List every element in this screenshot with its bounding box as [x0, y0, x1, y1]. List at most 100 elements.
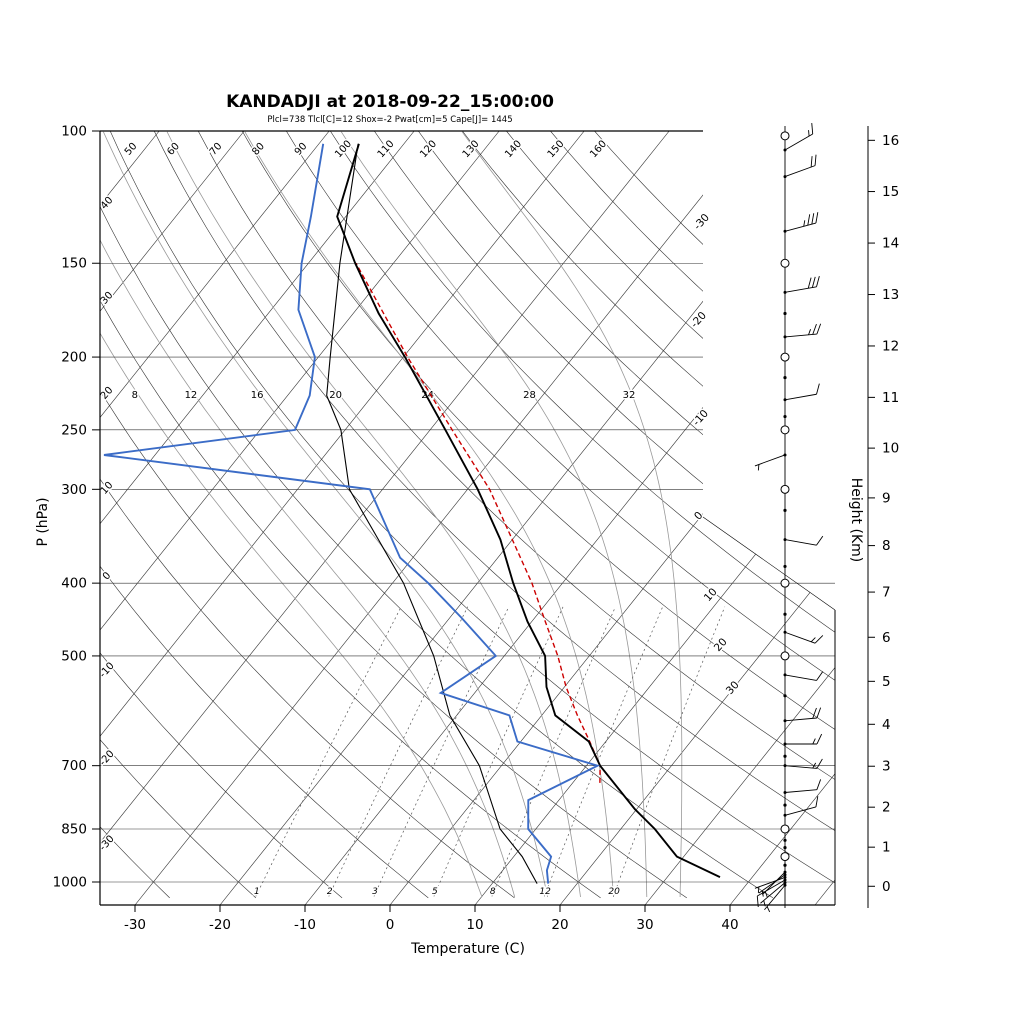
svg-text:15: 15	[882, 184, 899, 200]
chart-params-line: Plcl=738 Tlcl[C]=12 Shox=-2 Pwat[cm]=5 C…	[267, 115, 512, 125]
svg-text:5: 5	[432, 887, 438, 897]
svg-text:10: 10	[99, 480, 116, 497]
isotherm-line	[644, 131, 835, 905]
calm-wind-circle	[780, 651, 790, 661]
dry-adiabat-line	[241, 131, 835, 899]
wind-level-dot	[783, 754, 787, 758]
svg-text:850: 850	[61, 821, 87, 837]
isotherm-line	[814, 131, 835, 905]
dry-adiabat-line	[330, 131, 835, 899]
svg-text:2: 2	[327, 887, 333, 897]
isotherm-line	[100, 131, 500, 905]
dry-adiabat-line	[100, 131, 687, 899]
svg-text:20: 20	[329, 390, 342, 401]
svg-text:13: 13	[882, 287, 899, 303]
dry-adiabat-line	[100, 131, 170, 899]
svg-text:300: 300	[61, 482, 87, 498]
svg-text:6: 6	[882, 630, 891, 646]
svg-text:20: 20	[712, 636, 730, 654]
svg-text:1000: 1000	[53, 875, 87, 891]
wetbulb-profile	[326, 143, 538, 884]
moist-adiabat-line	[244, 131, 614, 898]
wind-barbs	[754, 123, 824, 913]
isotherm-line	[100, 131, 585, 905]
svg-text:2: 2	[882, 800, 891, 816]
svg-text:8: 8	[490, 887, 496, 897]
dry-adiabat-line	[100, 131, 774, 899]
isotherm-line	[729, 131, 835, 905]
isotherm-line	[100, 131, 330, 905]
isotherm-line	[100, 131, 415, 905]
svg-text:3: 3	[372, 887, 378, 897]
svg-text:12: 12	[185, 390, 198, 401]
wind-level-dot	[783, 694, 787, 698]
isotherm-line	[900, 131, 1024, 905]
dry-adiabat-line	[462, 131, 835, 899]
mixing-ratio-line	[491, 606, 616, 897]
svg-text:-20: -20	[689, 310, 709, 331]
svg-text:8: 8	[882, 538, 891, 554]
svg-text:-30: -30	[692, 212, 712, 233]
background-grid	[100, 131, 1024, 905]
svg-text:250: 250	[61, 422, 87, 438]
calm-wind-circle	[780, 425, 790, 435]
mixing-ratio-line	[612, 606, 726, 897]
svg-text:10: 10	[702, 586, 720, 604]
svg-text:400: 400	[61, 576, 87, 592]
mixing-ratio-line	[255, 606, 402, 897]
svg-text:10: 10	[466, 917, 483, 933]
svg-text:0: 0	[882, 879, 891, 895]
svg-text:700: 700	[61, 758, 87, 774]
svg-text:500: 500	[61, 648, 87, 664]
wind-level-dot	[783, 846, 787, 850]
svg-text:100: 100	[61, 124, 87, 140]
chart-title: KANDADJI at 2018-09-22_15:00:00	[226, 92, 554, 112]
calm-wind-circle	[780, 824, 790, 834]
dry-adiabat-line	[197, 131, 835, 899]
calm-wind-circle	[780, 852, 790, 862]
svg-text:7: 7	[882, 585, 891, 601]
svg-text:-10: -10	[294, 917, 316, 933]
wind-level-dot	[783, 863, 787, 867]
svg-text:120: 120	[418, 139, 439, 161]
mixing-ratio-line	[328, 606, 469, 897]
dry-adiabat-line	[506, 131, 835, 899]
dry-adiabat-line	[286, 131, 835, 899]
calm-wind-circle	[780, 352, 790, 362]
dry-adiabat-line	[100, 131, 429, 899]
mixing-ratio-line	[373, 606, 510, 897]
svg-text:20: 20	[99, 385, 116, 402]
svg-text:-10: -10	[691, 408, 711, 429]
dry-adiabat-line	[550, 131, 835, 899]
svg-text:-30: -30	[124, 917, 146, 933]
isotherm-line	[389, 131, 835, 905]
svg-text:11: 11	[882, 390, 899, 406]
dry-adiabat-line	[418, 131, 835, 899]
wind-level-dot	[783, 838, 787, 842]
mixing-ratio-line	[543, 606, 664, 897]
svg-text:0: 0	[386, 917, 395, 933]
wind-level-dot	[783, 376, 787, 380]
svg-text:32: 32	[623, 390, 636, 401]
dry-adiabat-line	[100, 131, 343, 899]
temperature-profile	[336, 143, 721, 878]
svg-text:28: 28	[523, 390, 536, 401]
wind-level-dot	[783, 508, 787, 512]
svg-text:30: 30	[636, 917, 653, 933]
calm-wind-circle	[780, 258, 790, 268]
svg-text:50: 50	[123, 141, 140, 158]
pressure-axis-label: P (hPa)	[35, 497, 51, 546]
wind-level-dot	[783, 803, 787, 807]
wind-level-dot	[783, 311, 787, 316]
isotherm-line	[100, 131, 160, 905]
svg-text:0: 0	[101, 570, 113, 582]
isotherm-line	[474, 131, 835, 905]
svg-text:0: 0	[692, 509, 705, 522]
svg-text:40: 40	[721, 917, 738, 933]
svg-text:150: 150	[61, 256, 87, 272]
calm-wind-circle	[780, 131, 790, 141]
moist-adiabat-line	[166, 131, 581, 898]
